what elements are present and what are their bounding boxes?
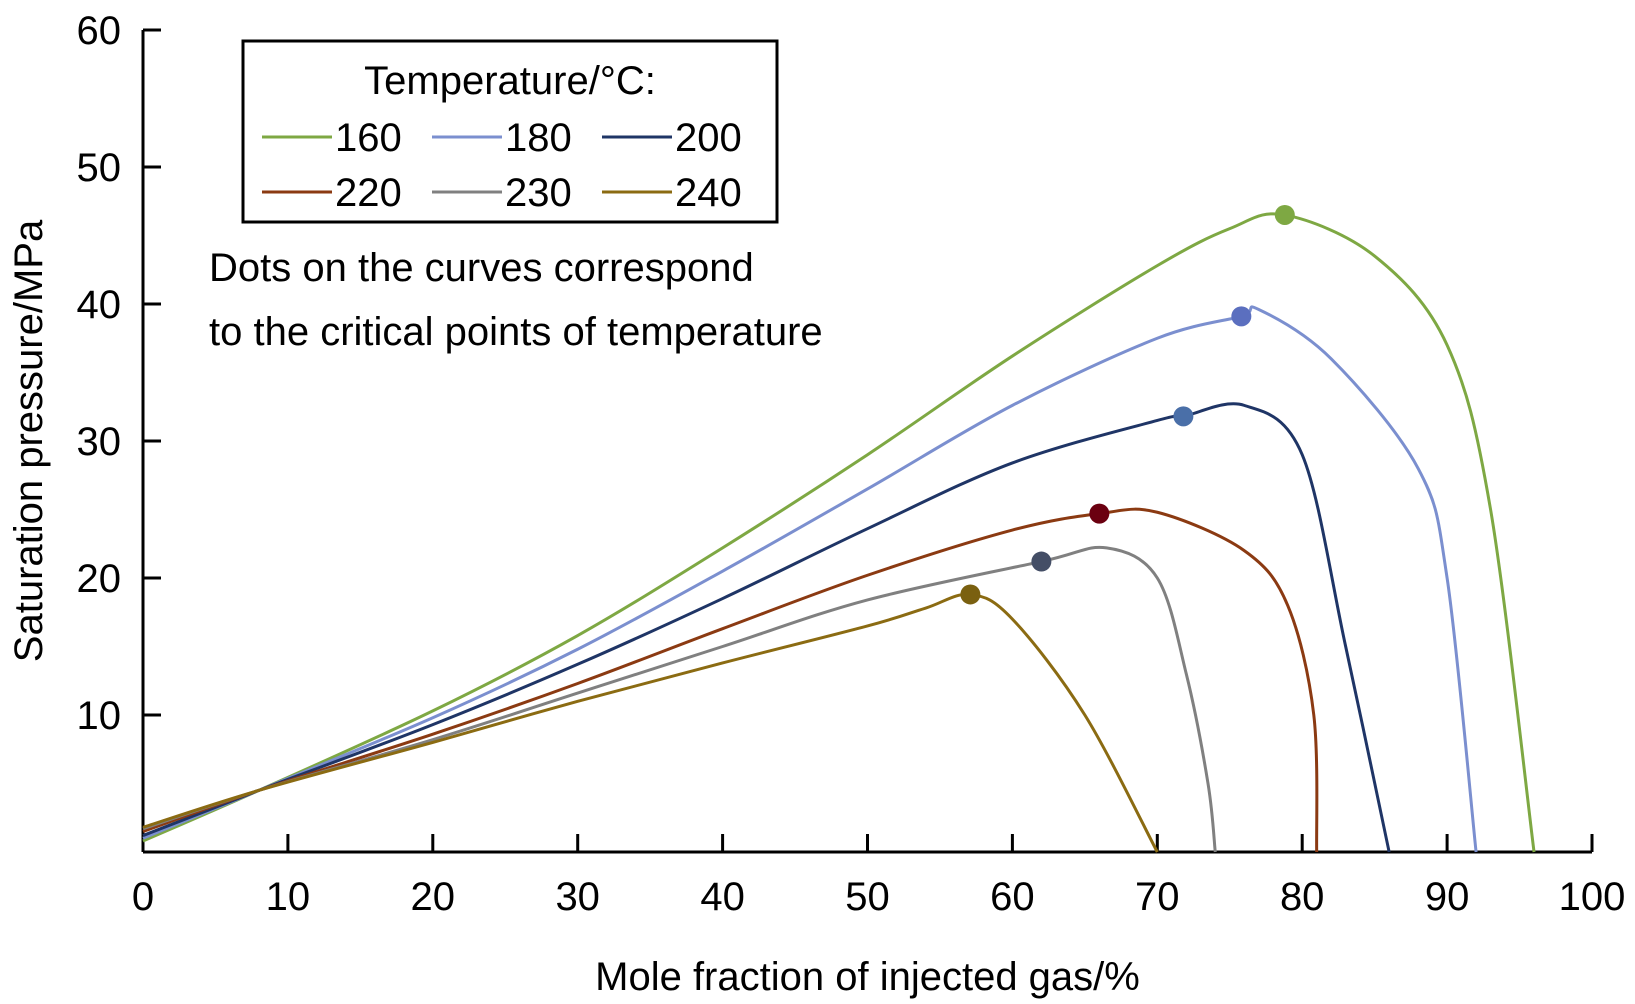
x-tick-label: 70 (1135, 875, 1180, 919)
series-line-230 (142, 545, 1217, 853)
annotation-line: Dots on the curves correspond (209, 246, 754, 290)
y-tick-label: 30 (77, 420, 122, 464)
critical-point-220 (1089, 503, 1110, 524)
critical-point-230 (1031, 551, 1052, 572)
x-axis-label: Mole fraction of injected gas/% (595, 955, 1140, 999)
critical-point-240 (960, 584, 981, 605)
critical-point-160 (1274, 204, 1295, 225)
x-tick-label: 30 (555, 875, 600, 919)
critical-point-200 (1173, 406, 1194, 427)
legend-label-230: 230 (505, 171, 572, 215)
series-line-160 (142, 212, 1536, 853)
x-tick-label: 10 (266, 875, 311, 919)
series-line-220 (142, 507, 1319, 853)
legend-label-240: 240 (675, 171, 742, 215)
legend-label-180: 180 (505, 116, 572, 160)
x-tick-label: 50 (845, 875, 890, 919)
x-tick-label: 80 (1280, 875, 1325, 919)
x-tick-label: 20 (411, 875, 456, 919)
critical-point-180 (1231, 306, 1252, 327)
y-tick-label: 10 (77, 694, 122, 738)
y-tick-label: 50 (77, 146, 122, 190)
x-tick-label: 90 (1425, 875, 1470, 919)
x-tick-label: 40 (700, 875, 745, 919)
series-line-240 (142, 592, 1159, 853)
y-tick-label: 40 (77, 283, 122, 327)
x-tick-label: 60 (990, 875, 1035, 919)
legend-title: Temperature/°C: (364, 59, 656, 103)
y-tick-label: 20 (77, 557, 122, 601)
series-line-200 (142, 402, 1391, 853)
y-axis-label: Saturation pressure/MPa (7, 219, 51, 662)
annotation-line: to the critical points of temperature (209, 310, 823, 354)
legend-label-160: 160 (335, 116, 402, 160)
series-line-180 (142, 305, 1478, 853)
legend-label-220: 220 (335, 171, 402, 215)
x-tick-label: 100 (1559, 875, 1626, 919)
legend-label-200: 200 (675, 116, 742, 160)
y-tick-label: 60 (77, 9, 122, 53)
x-tick-label: 0 (132, 875, 154, 919)
